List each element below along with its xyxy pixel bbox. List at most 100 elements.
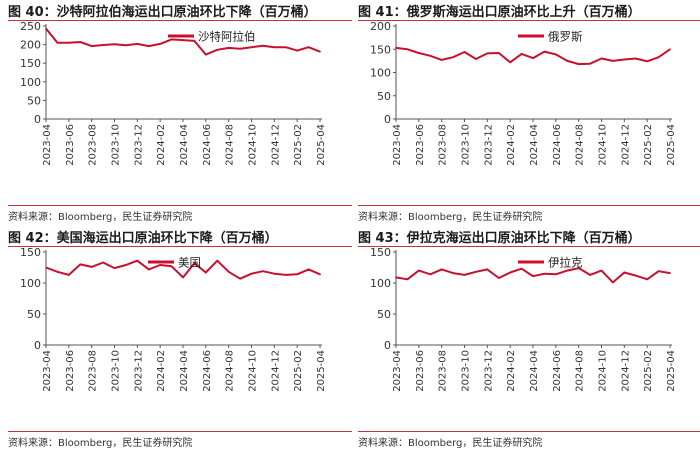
x-tick-label: 2023-08 bbox=[438, 350, 449, 392]
data-point bbox=[497, 277, 500, 279]
data-point bbox=[284, 274, 287, 276]
data-point bbox=[486, 52, 489, 55]
title-rule bbox=[8, 246, 352, 247]
x-tick-label: 2024-10 bbox=[248, 124, 259, 166]
data-point bbox=[319, 50, 321, 53]
x-tick-label: 2023-10 bbox=[111, 124, 122, 166]
data-point bbox=[452, 272, 454, 274]
x-tick-label: 2023-06 bbox=[65, 350, 76, 392]
data-point bbox=[125, 44, 127, 47]
data-point bbox=[79, 41, 82, 43]
source-rule bbox=[8, 205, 352, 206]
x-tick-label: 2024-02 bbox=[506, 350, 517, 392]
data-point bbox=[463, 274, 466, 276]
data-point bbox=[600, 269, 603, 272]
data-point bbox=[170, 38, 173, 41]
data-point bbox=[296, 273, 298, 276]
data-point bbox=[475, 58, 477, 60]
data-point bbox=[669, 272, 671, 274]
x-tick-label: 2025-02 bbox=[643, 350, 654, 392]
x-tick-label: 2025-02 bbox=[643, 124, 654, 166]
x-tick-label: 2023-12 bbox=[483, 350, 494, 392]
source-rule bbox=[8, 431, 352, 432]
chart-panel-saudi: 图 40：沙特阿拉伯海运出口原油环比下降（百万桶） 0 50 100 150 200 25… bbox=[8, 0, 358, 225]
data-point bbox=[250, 272, 253, 275]
x-tick-label: 2023-12 bbox=[133, 350, 144, 392]
x-tick-label: 2024-04 bbox=[179, 350, 190, 392]
data-point bbox=[577, 267, 580, 269]
legend-label: 沙特阿拉伯 bbox=[198, 30, 256, 44]
data-point bbox=[612, 281, 614, 284]
source-note: 资料来源：Bloomberg，民生证券研究院 bbox=[8, 438, 193, 449]
data-point bbox=[113, 43, 116, 46]
x-tick-label: 2023-06 bbox=[415, 350, 426, 392]
data-point bbox=[136, 43, 139, 45]
x-tick-label: 2023-10 bbox=[111, 350, 122, 392]
data-point bbox=[406, 48, 409, 51]
data-point bbox=[216, 259, 219, 262]
data-point bbox=[532, 275, 534, 277]
data-point bbox=[634, 274, 637, 277]
x-tick-label: 2024-12 bbox=[270, 350, 281, 392]
data-point bbox=[193, 262, 196, 264]
x-tick-label: 2024-06 bbox=[202, 124, 213, 166]
y-tick-label: 0 bbox=[34, 339, 41, 352]
x-tick-label: 2024-02 bbox=[156, 350, 167, 392]
data-point bbox=[463, 51, 466, 53]
data-point bbox=[68, 274, 70, 276]
source-rule bbox=[358, 205, 700, 206]
data-point bbox=[159, 43, 161, 45]
series-line bbox=[45, 27, 321, 56]
data-point bbox=[497, 52, 500, 54]
y-tick-label: 150 bbox=[370, 43, 391, 56]
y-tick-label: 0 bbox=[384, 339, 391, 352]
data-point bbox=[45, 266, 47, 269]
data-point bbox=[102, 44, 104, 46]
data-point bbox=[147, 268, 150, 271]
x-tick-label: 2023-08 bbox=[88, 350, 99, 392]
data-point bbox=[56, 41, 59, 44]
data-point bbox=[589, 274, 591, 276]
data-point bbox=[307, 46, 310, 49]
data-point bbox=[307, 268, 310, 271]
y-tick-label: 150 bbox=[20, 248, 41, 259]
title-rule bbox=[8, 20, 352, 21]
x-tick-label: 2023-10 bbox=[461, 124, 472, 166]
data-point bbox=[273, 46, 276, 49]
x-tick-label: 2025-02 bbox=[293, 350, 304, 392]
data-point bbox=[90, 45, 93, 47]
data-point bbox=[319, 273, 321, 276]
x-tick-label: 2023-08 bbox=[438, 124, 449, 166]
data-point bbox=[623, 271, 626, 274]
y-tick-label: 100 bbox=[20, 76, 41, 89]
data-point bbox=[406, 278, 409, 281]
data-point bbox=[147, 45, 150, 47]
data-point bbox=[566, 269, 569, 272]
data-point bbox=[669, 48, 671, 51]
y-tick-label: 150 bbox=[370, 248, 391, 259]
source-rule bbox=[358, 431, 700, 432]
title-rule bbox=[358, 20, 700, 21]
data-point bbox=[623, 58, 626, 61]
data-point bbox=[284, 46, 287, 49]
data-point bbox=[589, 62, 591, 65]
x-tick-label: 2024-12 bbox=[270, 124, 281, 166]
chart-saudi: 0 50 100 150 200 250 2023-04 2023-06 2023-08 2023… bbox=[20, 22, 327, 166]
data-point bbox=[170, 265, 173, 268]
chart-panel-us: 图 42：美国海运出口原油环比下降（百万桶） 0 50 100 150 2023-04 2… bbox=[8, 226, 358, 451]
chart-russia: 0 50 100 150 200 2023-04 2023-06 2023-08 2023-10… bbox=[370, 22, 677, 166]
data-point bbox=[296, 49, 298, 52]
y-tick-label: 200 bbox=[20, 39, 41, 52]
x-tick-label: 2023-12 bbox=[133, 124, 144, 166]
data-point bbox=[395, 276, 397, 279]
data-point bbox=[273, 272, 276, 275]
data-point bbox=[182, 276, 184, 279]
data-point bbox=[239, 277, 241, 280]
y-tick-label: 0 bbox=[384, 113, 391, 126]
x-tick-label: 2025-04 bbox=[666, 350, 677, 392]
x-tick-label: 2024-06 bbox=[202, 350, 213, 392]
y-tick-label: 100 bbox=[370, 277, 391, 290]
chart-panel-russia: 图 41：俄罗斯海运出口原油环比上升（百万桶） 0 50 100 150 200 2023… bbox=[358, 0, 700, 225]
chart-iraq: 0 50 100 150 2023-04 2023-06 2023-08 2023-10 202… bbox=[370, 248, 677, 392]
data-point bbox=[102, 261, 104, 264]
